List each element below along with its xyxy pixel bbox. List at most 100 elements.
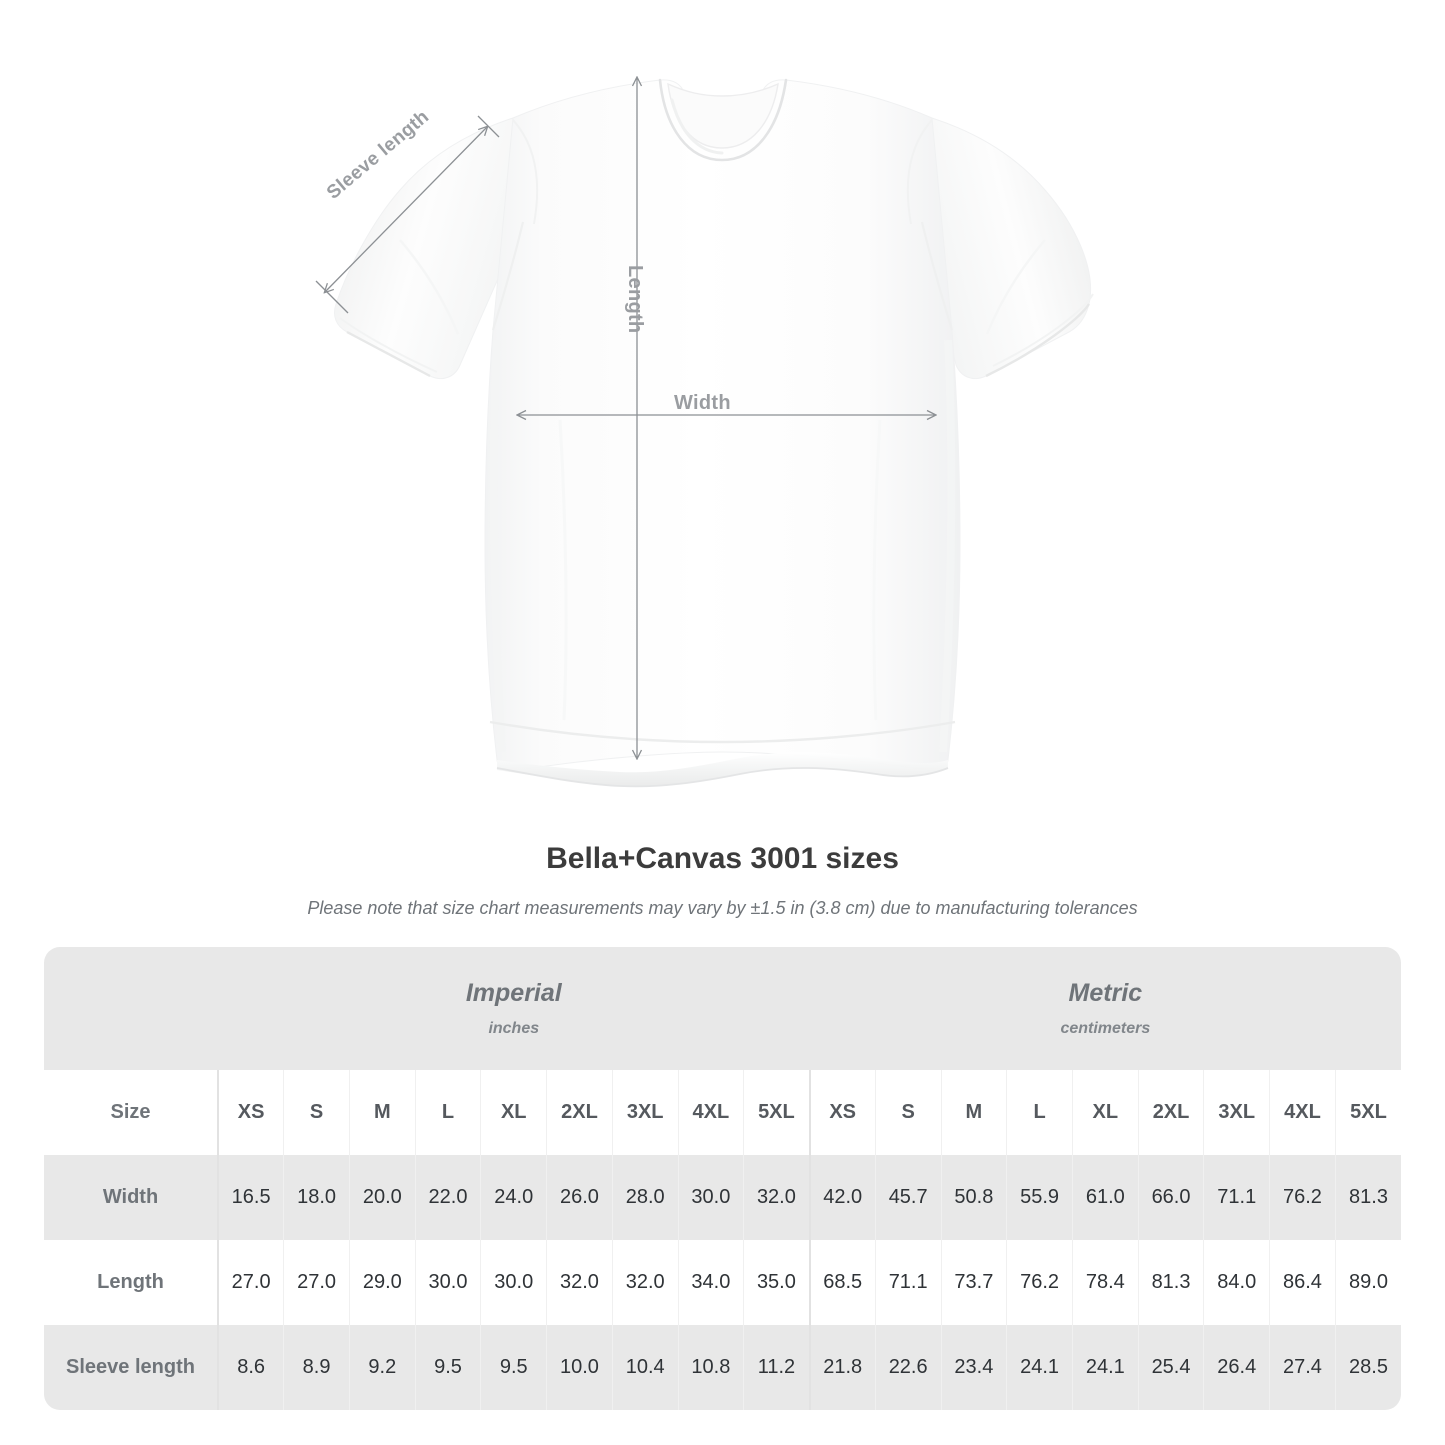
cell-width: 22.0 [414,1155,481,1240]
cell-width: 61.0 [1071,1155,1139,1240]
metric-name: Metric [1068,978,1143,1007]
width-label: Width [674,392,731,414]
cell-sleeve-length: 11.2 [743,1325,810,1410]
cell-length: 81.3 [1137,1240,1204,1325]
size-column-label: Size [44,1070,218,1155]
cell-length: 78.4 [1071,1240,1139,1325]
cell-sleeve-length: 27.4 [1269,1325,1336,1410]
size-chart-table-container: Imperial inches Metric centimeters Size … [44,947,1401,1410]
size-header-cell: 3XL [611,1070,679,1155]
cell-width: 26.0 [546,1155,613,1240]
cell-sleeve-length: 10.4 [611,1325,679,1410]
cell-width: 18.0 [283,1155,350,1240]
size-header-cell: 4XL [677,1070,744,1155]
cell-length: 84.0 [1203,1240,1270,1325]
cell-sleeve-length: 9.2 [348,1325,416,1410]
imperial-name: Imperial [465,978,562,1007]
cell-width: 20.0 [348,1155,416,1240]
cell-length: 35.0 [743,1240,810,1325]
metric-unit-header: Metric centimeters [809,947,1401,1070]
row-label-width: Width [44,1155,218,1240]
cell-sleeve-length: 21.8 [808,1325,876,1410]
cell-length: 32.0 [546,1240,613,1325]
sleeve-tick-lower [315,280,349,314]
cell-sleeve-length: 25.4 [1137,1325,1204,1410]
cell-length: 68.5 [808,1240,876,1325]
cell-width: 16.5 [217,1155,284,1240]
size-header-cell: 3XL [1203,1070,1270,1155]
cell-length: 30.0 [414,1240,481,1325]
size-header-cell: 2XL [546,1070,613,1155]
table-row: Length 27.0 27.0 29.0 30.0 30.0 32.0 32.… [44,1240,1401,1325]
cell-length: 89.0 [1334,1240,1401,1325]
table-body: Width 16.5 18.0 20.0 22.0 24.0 26.0 28.0… [44,1155,1401,1410]
cell-sleeve-length: 26.4 [1203,1325,1270,1410]
tshirt-illustration [315,0,1094,788]
sleeve-tick-upper [477,115,500,138]
cell-sleeve-length: 23.4 [940,1325,1007,1410]
garment-diagram: Sleeve length Length Width [315,0,1094,788]
dimension-lines [315,78,935,758]
size-header-cell: L [1006,1070,1073,1155]
shirt-body-group [333,78,1094,788]
cell-sleeve-length: 28.5 [1334,1325,1401,1410]
sleeve-length-dimension-arrow [325,127,487,292]
size-header-cell: 5XL [743,1070,810,1155]
size-header-cell: 2XL [1137,1070,1204,1155]
cell-sleeve-length: 24.1 [1071,1325,1139,1410]
cell-width: 28.0 [611,1155,679,1240]
cell-length: 73.7 [940,1240,1007,1325]
imperial-unit-header: Imperial inches [218,947,810,1070]
length-label: Length [624,265,646,334]
page-subtitle: Please note that size chart measurements… [307,898,1138,918]
cell-length: 30.0 [480,1240,547,1325]
cell-length: 86.4 [1269,1240,1336,1325]
cell-width: 45.7 [874,1155,942,1240]
cell-length: 32.0 [611,1240,679,1325]
size-header-row: Size XS S M L XL 2XL 3XL 4XL 5XL XS S M … [44,1070,1401,1155]
cell-width: 71.1 [1203,1155,1270,1240]
size-header-cell: XS [217,1070,284,1155]
cell-length: 34.0 [677,1240,744,1325]
cell-length: 76.2 [1006,1240,1073,1325]
size-header-cell: XS [808,1070,876,1155]
metric-unit: centimeters [1060,1019,1151,1037]
cell-sleeve-length: 10.8 [677,1325,744,1410]
row-label-sleeve-length: Sleeve length [44,1325,218,1410]
title-block: Bella+Canvas 3001 sizes Please note that… [0,840,1445,920]
imperial-unit: inches [488,1019,540,1037]
cell-sleeve-length: 22.6 [874,1325,942,1410]
cell-width: 81.3 [1334,1155,1401,1240]
cell-length: 29.0 [348,1240,416,1325]
size-header-cell: S [874,1070,942,1155]
table-head: Imperial inches Metric centimeters Size … [44,947,1401,1155]
size-header-cell: 5XL [1334,1070,1401,1155]
cell-width: 76.2 [1269,1155,1336,1240]
cell-width: 24.0 [480,1155,547,1240]
cell-length: 71.1 [874,1240,942,1325]
table-row: Sleeve length 8.6 8.9 9.2 9.5 9.5 10.0 1… [44,1325,1401,1410]
size-header-cell: M [348,1070,416,1155]
unit-header-spacer [44,947,218,1070]
cell-width: 66.0 [1137,1155,1204,1240]
cell-width: 30.0 [677,1155,744,1240]
size-header-cell: M [940,1070,1007,1155]
size-header-cell: XL [1071,1070,1139,1155]
cell-sleeve-length: 10.0 [546,1325,613,1410]
size-header-cell: S [283,1070,350,1155]
row-label-length: Length [44,1240,218,1325]
cell-width: 42.0 [808,1155,876,1240]
cell-sleeve-length: 24.1 [1006,1325,1073,1410]
cell-length: 27.0 [217,1240,284,1325]
size-header-cell: L [414,1070,481,1155]
size-header-cell: XL [480,1070,547,1155]
cell-width: 55.9 [1006,1155,1073,1240]
cell-width: 32.0 [743,1155,810,1240]
cell-sleeve-length: 8.6 [217,1325,284,1410]
size-chart-table: Imperial inches Metric centimeters Size … [44,947,1401,1410]
cell-sleeve-length: 9.5 [414,1325,481,1410]
cell-sleeve-length: 9.5 [480,1325,547,1410]
cell-width: 50.8 [940,1155,1007,1240]
page-title: Bella+Canvas 3001 sizes [546,842,899,875]
unit-system-header-row: Imperial inches Metric centimeters [44,947,1401,1070]
